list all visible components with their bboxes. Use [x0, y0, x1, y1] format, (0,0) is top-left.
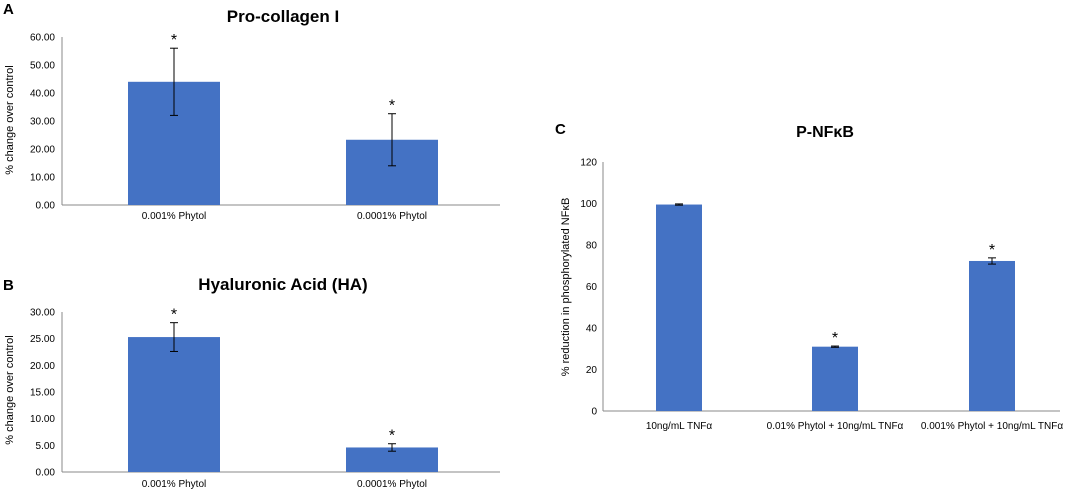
- y-tick-label-b-5: 25.00: [30, 334, 55, 345]
- bar-c-1: [812, 346, 858, 411]
- significance-marker-a-0: *: [171, 32, 177, 49]
- y-tick-label-b-4: 20.00: [30, 361, 55, 372]
- category-label-c-2: 0.001% Phytol + 10ng/mL TNFα: [921, 421, 1063, 432]
- category-label-c-0: 10ng/mL TNFα: [646, 421, 713, 432]
- error-bar-b-1: [388, 443, 396, 452]
- significance-marker-b-1: *: [389, 428, 395, 445]
- y-tick-label-c-6: 120: [580, 158, 597, 169]
- y-tick-label-a-1: 10.00: [30, 173, 55, 184]
- chart-panel-a: A Pro-collagen I % change over control 0…: [3, 1, 500, 222]
- y-tick-label-a-5: 50.00: [30, 61, 55, 72]
- y-tick-label-a-6: 60.00: [30, 33, 55, 44]
- category-label-a-0: 0.001% Phytol: [142, 211, 207, 222]
- y-tick-label-c-0: 0: [591, 407, 597, 418]
- chart-panel-b: B Hyaluronic Acid (HA) % change over con…: [3, 275, 500, 490]
- y-axis-label-b: % change over control: [4, 335, 16, 444]
- y-axis-label-a: % change over control: [4, 65, 16, 174]
- error-bar-a-0: [170, 47, 178, 116]
- chart-title-a: Pro-collagen I: [227, 7, 339, 26]
- chart-title-c: P-NFκB: [796, 124, 854, 141]
- y-tick-label-c-1: 20: [586, 365, 598, 376]
- category-label-b-1: 0.0001% Phytol: [357, 479, 427, 490]
- y-axis-label-c: % reduction in phosphorylated NFκB: [560, 198, 572, 377]
- error-bar-c-0: [675, 203, 683, 206]
- y-tick-label-c-2: 40: [586, 324, 598, 335]
- y-tick-label-c-3: 60: [586, 282, 598, 293]
- y-tick-label-a-2: 20.00: [30, 145, 55, 156]
- panel-letter-c: C: [555, 121, 566, 138]
- category-label-a-1: 0.0001% Phytol: [357, 211, 427, 222]
- y-tick-label-b-3: 15.00: [30, 388, 55, 399]
- panel-letter-b: B: [3, 277, 14, 294]
- y-tick-label-a-3: 30.00: [30, 117, 55, 128]
- chart-panel-c: C P-NFκB % reduction in phosphorylated N…: [555, 121, 1063, 432]
- significance-marker-c-1: *: [832, 330, 838, 347]
- y-tick-label-b-0: 0.00: [36, 468, 56, 479]
- chart-title-b: Hyaluronic Acid (HA): [198, 275, 367, 294]
- y-tick-label-b-2: 10.00: [30, 414, 55, 425]
- y-tick-label-c-4: 80: [586, 241, 598, 252]
- error-bar-c-2: [988, 257, 996, 265]
- y-tick-label-a-4: 40.00: [30, 89, 55, 100]
- significance-marker-a-1: *: [389, 98, 395, 115]
- error-bar-a-1: [388, 113, 396, 167]
- error-bar-b-0: [170, 322, 178, 352]
- y-tick-label-b-1: 5.00: [36, 441, 56, 452]
- y-tick-label-c-5: 100: [580, 199, 597, 210]
- category-label-b-0: 0.001% Phytol: [142, 479, 207, 490]
- significance-marker-b-0: *: [171, 307, 177, 324]
- significance-marker-c-2: *: [989, 242, 995, 259]
- bar-c-2: [969, 260, 1015, 411]
- y-tick-label-a-0: 0.00: [36, 201, 56, 212]
- y-tick-label-b-6: 30.00: [30, 308, 55, 319]
- error-bar-c-1: [831, 345, 839, 348]
- bar-b-0: [128, 337, 220, 472]
- panel-letter-a: A: [3, 1, 14, 18]
- category-label-c-1: 0.01% Phytol + 10ng/mL TNFα: [767, 421, 904, 432]
- bar-c-0: [656, 204, 702, 411]
